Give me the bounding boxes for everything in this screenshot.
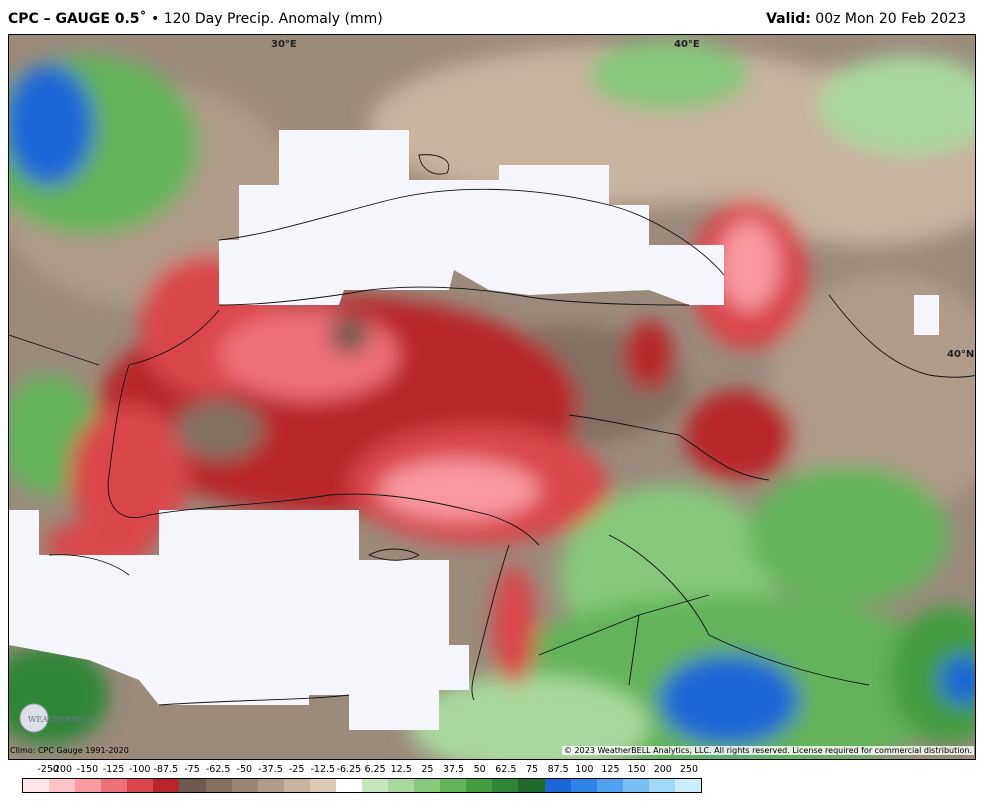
colorbar-tick-label: 37.5 — [442, 764, 465, 775]
colorbar-swatch — [544, 779, 571, 792]
colorbar-swatch — [622, 779, 649, 792]
colorbar-tick-label: -50 — [236, 764, 253, 775]
no-data-masks — [9, 130, 939, 730]
colorbar-swatch — [414, 779, 441, 792]
colorbar-tick-label: 6.25 — [364, 764, 386, 775]
colorbar-swatch — [596, 779, 623, 792]
colorbar-tick-label: -200 — [50, 764, 72, 775]
colorbar-tick-label: -6.25 — [336, 764, 362, 775]
colorbar-swatch — [153, 779, 180, 792]
colorbar-tick-label: 150 — [627, 764, 646, 775]
colorbar-swatch — [127, 779, 154, 792]
colorbar-swatch — [518, 779, 545, 792]
colorbar-swatch — [75, 779, 102, 792]
colorbar-tick-label: -87.5 — [153, 764, 179, 775]
colorbar-swatch — [283, 779, 310, 792]
map-canvas: 30°E 40°E 40°N — [9, 35, 975, 759]
colorbar-swatch — [231, 779, 258, 792]
colorbar-swatch — [309, 779, 336, 792]
colorbar-tick-label: -37.5 — [258, 764, 283, 775]
precip-anomaly-map: 30°E 40°E 40°N — [8, 34, 976, 760]
lon-label-40e: 40°E — [674, 39, 700, 50]
colorbar-swatch — [570, 779, 597, 792]
colorbar-swatch — [362, 779, 389, 792]
colorbar-tick-label: -62.5 — [205, 764, 231, 775]
colorbar-swatch — [492, 779, 519, 792]
valid-time-label: Valid: 00z Mon 20 Feb 2023 — [766, 11, 966, 27]
colorbar-tick-label: -100 — [128, 764, 151, 775]
colorbar-tick-label: -125 — [102, 764, 125, 775]
valid-time: 00z Mon 20 Feb 2023 — [815, 11, 966, 27]
colorbar-swatch — [49, 779, 76, 792]
climo-note: Climo: CPC Gauge 1991-2020 — [10, 746, 129, 755]
colorbar-tick-label: -75 — [184, 764, 200, 775]
colorbar-tick-label: 125 — [601, 764, 620, 775]
colorbar-tick-label: 75 — [525, 764, 539, 775]
colorbar-swatch — [335, 779, 363, 792]
colorbar-swatches — [22, 778, 702, 793]
colorbar-swatch — [648, 779, 675, 792]
colorbar-tick-label: 50 — [473, 764, 486, 775]
weatherbell-logo: WEATHERBELL — [16, 698, 106, 738]
coastlines — [9, 154, 975, 706]
colorbar-tick-label: -12.5 — [310, 764, 336, 775]
colorbar-legend: -250 -200 -150 -125 -100 -87.5 -75 -62.5 -50 -37.… — [22, 764, 702, 794]
colorbar-tick-label: 12.5 — [390, 764, 412, 775]
colorbar-tick-label: -25 — [288, 764, 305, 775]
colorbar-labels: -250 -200 -150 -125 -100 -87.5 -75 -62.5 -50 -37.… — [22, 764, 702, 776]
colorbar-tick-label: -150 — [76, 764, 99, 775]
title-bullet: • — [151, 11, 160, 27]
colorbar-tick-label: 100 — [575, 764, 594, 775]
header: CPC – GAUGE 0.5˚ • 120 Day Precip. Anoma… — [0, 0, 984, 34]
lat-label-40n: 40°N — [947, 349, 974, 360]
colorbar-swatch — [388, 779, 415, 792]
colorbar-swatch — [179, 779, 206, 792]
valid-label: Valid: — [766, 11, 811, 27]
colorbar-swatch — [674, 779, 702, 792]
colorbar-swatch — [205, 779, 232, 792]
colorbar-swatch — [101, 779, 128, 792]
copyright-note: © 2023 WeatherBELL Analytics, LLC. All r… — [562, 746, 974, 755]
colorbar-tick-label: 25 — [421, 764, 434, 775]
colorbar-swatch — [23, 779, 50, 792]
colorbar-tick-label: 200 — [653, 764, 672, 775]
anomaly-field — [9, 40, 975, 759]
colorbar-swatch — [257, 779, 284, 792]
map-title: CPC – GAUGE 0.5˚ • 120 Day Precip. Anoma… — [8, 11, 383, 27]
svg-text:WEATHERBELL: WEATHERBELL — [28, 715, 95, 724]
product-name: 120 Day Precip. Anomaly (mm) — [163, 11, 383, 27]
model-name: CPC – GAUGE 0.5˚ — [8, 11, 147, 27]
colorbar-swatch — [466, 779, 493, 792]
colorbar-tick-label: 87.5 — [547, 764, 569, 775]
colorbar-swatch — [440, 779, 467, 792]
colorbar-tick-label: 62.5 — [495, 764, 517, 775]
colorbar-tick-label: -250 — [37, 764, 59, 775]
lon-label-30e: 30°E — [271, 39, 297, 50]
colorbar-tick-label: 250 — [679, 764, 698, 775]
